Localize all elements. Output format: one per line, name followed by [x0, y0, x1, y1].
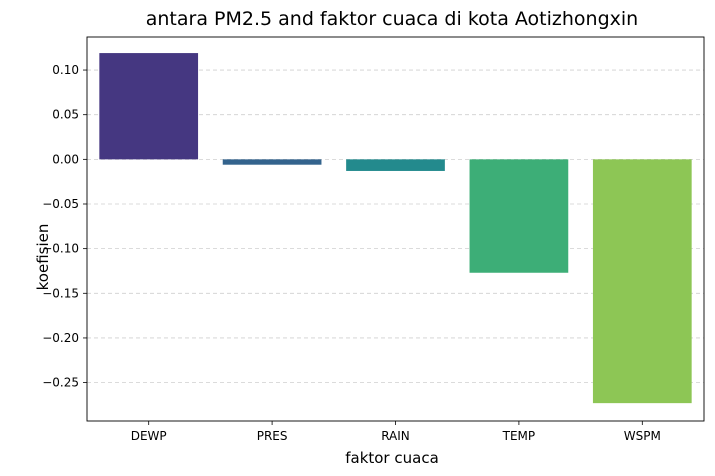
x-tick-label: PRES — [257, 429, 288, 443]
x-tick-label: TEMP — [502, 429, 536, 443]
y-tick-label: −0.15 — [42, 286, 79, 300]
bar-temp — [469, 159, 569, 273]
y-axis-label: koefisien — [34, 224, 52, 291]
x-axis-label: faktor cuaca — [345, 449, 439, 467]
y-tick-label: −0.20 — [42, 331, 79, 345]
y-tick-label: −0.05 — [42, 197, 79, 211]
y-tick-label: −0.25 — [42, 376, 79, 390]
x-tick-label: RAIN — [381, 429, 410, 443]
bar-dewp — [99, 53, 199, 160]
y-tick-label: −0.10 — [42, 242, 79, 256]
y-ticks: 0.10 0.05 0.00 −0.05 −0.10 −0.15 −0.20 −0.25 — [42, 63, 87, 390]
y-tick-label: 0.05 — [52, 108, 79, 122]
bar-pres — [222, 159, 322, 165]
bar-wspm — [592, 159, 692, 404]
x-tick-label: DEWP — [131, 429, 167, 443]
y-tick-label: 0.10 — [52, 63, 79, 77]
x-ticks: DEWP PRES RAIN TEMP WSPM — [131, 421, 661, 443]
bar-rain — [346, 159, 445, 171]
bars — [99, 53, 692, 404]
x-tick-label: WSPM — [624, 429, 661, 443]
chart-title: antara PM2.5 and faktor cuaca di kota Ao… — [146, 8, 638, 30]
y-tick-label: 0.00 — [52, 152, 79, 166]
